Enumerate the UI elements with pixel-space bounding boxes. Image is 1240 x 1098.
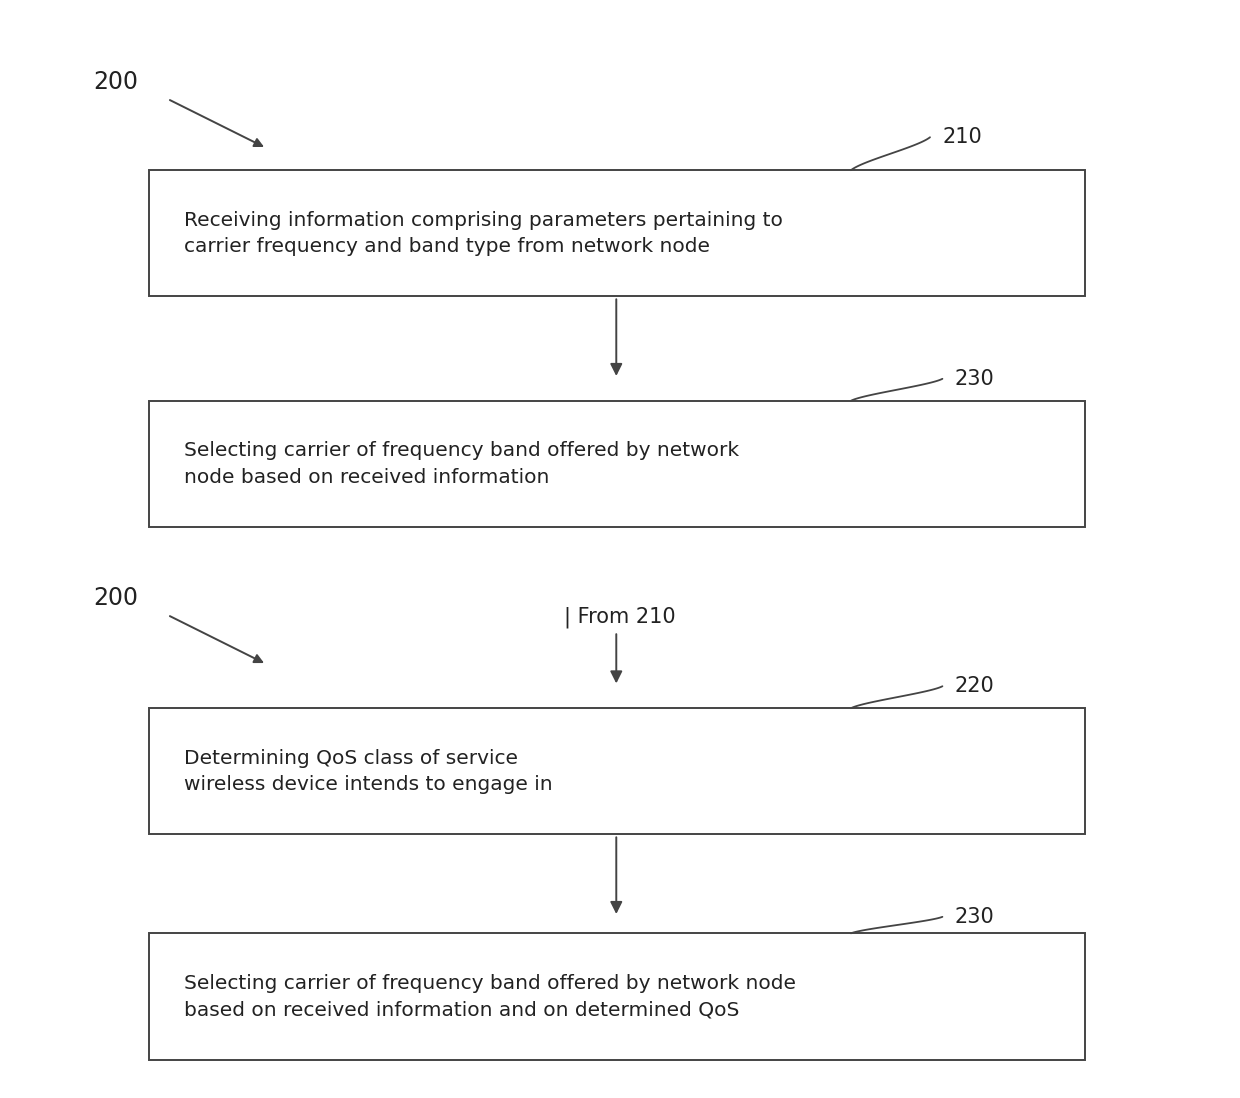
- Text: Selecting carrier of frequency band offered by network node
based on received in: Selecting carrier of frequency band offe…: [184, 974, 796, 1019]
- Text: 230: 230: [955, 907, 994, 927]
- Text: Receiving information comprising parameters pertaining to
carrier frequency and : Receiving information comprising paramet…: [184, 211, 782, 256]
- Bar: [149, 401, 1085, 527]
- Bar: [149, 170, 1085, 296]
- Text: 230: 230: [955, 369, 994, 389]
- Bar: [149, 708, 1085, 834]
- Bar: [149, 933, 1085, 1060]
- Text: 200: 200: [93, 586, 138, 610]
- Text: 220: 220: [955, 676, 994, 696]
- Text: 200: 200: [93, 70, 138, 94]
- Text: | From 210: | From 210: [564, 606, 676, 628]
- Text: 210: 210: [942, 127, 982, 147]
- Text: Selecting carrier of frequency band offered by network
node based on received in: Selecting carrier of frequency band offe…: [184, 441, 739, 486]
- Text: Determining QoS class of service
wireless device intends to engage in: Determining QoS class of service wireles…: [184, 749, 552, 794]
